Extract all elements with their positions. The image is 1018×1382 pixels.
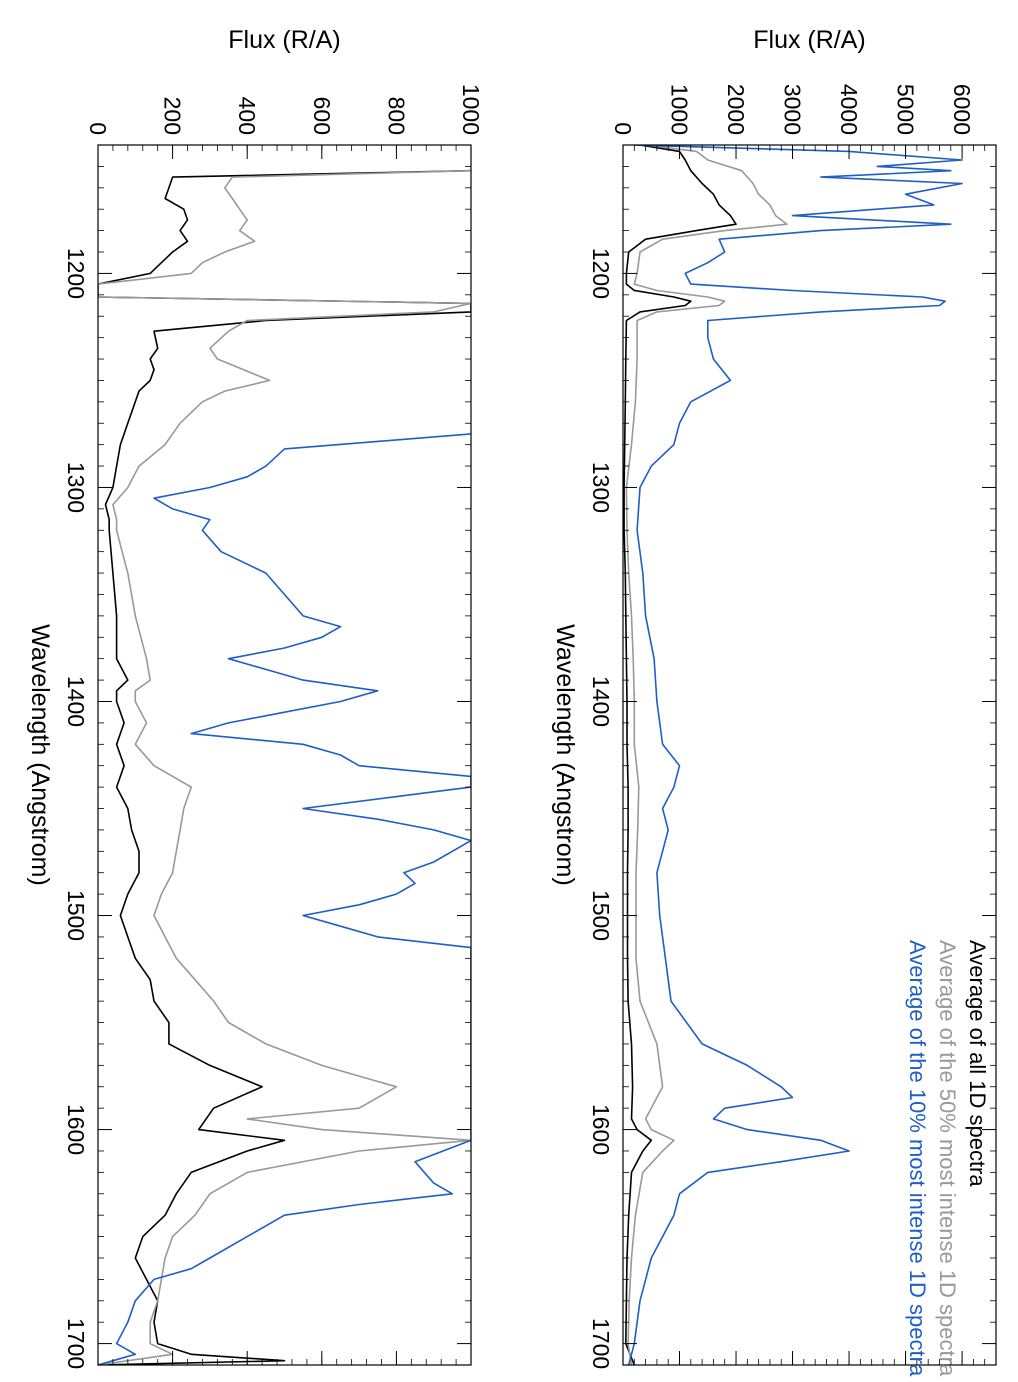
- y-tick-label: 600: [309, 97, 335, 135]
- x-tick-label: 1600: [588, 1104, 614, 1155]
- series-line-bottom-top: [98, 433, 471, 1365]
- x-tick-label: 1700: [588, 1318, 614, 1369]
- y-tick-label: 5000: [893, 84, 919, 135]
- y-axis-label: Flux (R/A): [228, 26, 341, 54]
- series-line-bottom-half: [98, 169, 471, 1365]
- x-tick-label: 1200: [588, 248, 614, 299]
- y-tick-label: 6000: [949, 84, 975, 135]
- y-tick-label: 2000: [723, 84, 749, 135]
- panel-bottom: 1200 1300 1400 1500 1600 1700 0 200 400 600 800 100…: [26, 26, 484, 1369]
- x-tick-label: 1600: [63, 1104, 89, 1155]
- x-tick-label: 1300: [63, 462, 89, 513]
- y-tick-label: 1000: [458, 84, 484, 135]
- x-tick-label: 1500: [63, 890, 89, 941]
- legend-entry-half: Average of the 50% most intense 1D spect…: [935, 940, 960, 1377]
- series-line-top-top: [627, 145, 963, 1365]
- plot-frame: [97, 144, 472, 1366]
- y-tick-label: 1000: [667, 84, 693, 135]
- y-tick-label: 0: [85, 122, 111, 135]
- x-tick-label: 1200: [63, 248, 89, 299]
- y-tick-label: 4000: [836, 84, 862, 135]
- series-line-bottom-all: [98, 169, 471, 1365]
- y-tick-label: 800: [383, 97, 409, 135]
- y-tick-label: 3000: [780, 84, 806, 135]
- y-axis-label: Flux (R/A): [753, 26, 866, 54]
- plot-frame: [622, 144, 997, 1366]
- x-axis-label: Wavelength (Angstrom): [551, 624, 579, 886]
- x-tick-label: 1400: [63, 676, 89, 727]
- x-tick-label: 1300: [588, 462, 614, 513]
- x-axis-label: Wavelength (Angstrom): [26, 624, 54, 886]
- x-tick-label: 1500: [588, 890, 614, 941]
- series-line-top-half: [625, 145, 788, 1365]
- x-tick-label: 1400: [588, 676, 614, 727]
- legend-entry-all: Average of all 1D spectra: [965, 940, 990, 1187]
- y-tick-label: 0: [610, 122, 636, 135]
- x-tick-label: 1700: [63, 1318, 89, 1369]
- legend-entry-top: Average of the 10% most intense 1D spect…: [905, 940, 930, 1377]
- y-tick-label: 400: [234, 97, 260, 135]
- y-tick-label: 200: [160, 97, 186, 135]
- panel-top: 1200 1300 1400 1500 1600 1700 0 1000 2000 3000 400…: [551, 26, 997, 1377]
